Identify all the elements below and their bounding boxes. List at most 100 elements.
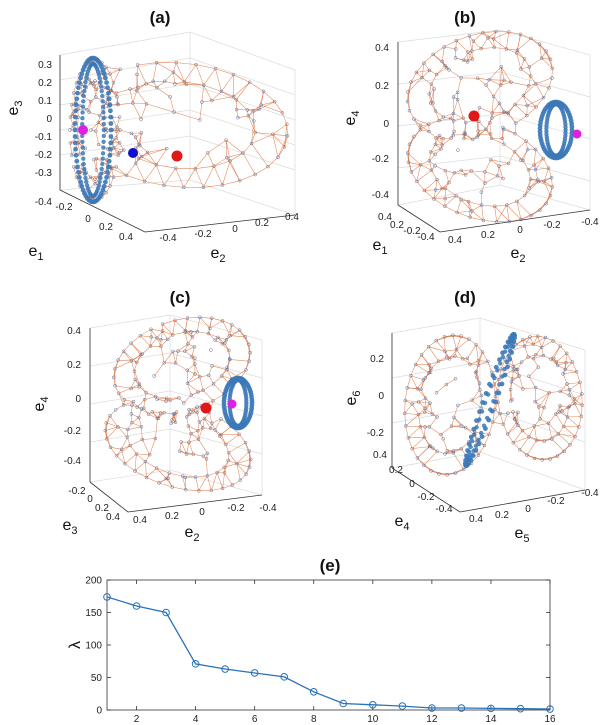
mesh-edge: [433, 54, 446, 66]
mesh-node: [474, 342, 478, 347]
mesh-edge: [429, 446, 434, 449]
mesh-edge: [220, 434, 227, 445]
mesh-edge: [175, 168, 185, 188]
mesh-edge: [157, 412, 161, 419]
mesh-node: [478, 388, 482, 392]
mesh-edge: [549, 391, 561, 393]
mesh-edge: [126, 175, 145, 182]
mesh-edge: [539, 195, 551, 211]
panel-a-ztick-labels: 0.3 0.2 0.1 0 -0.1 -0.2 -0.3 -0.4: [35, 60, 53, 208]
dense-node: [494, 390, 499, 395]
mesh-edge: [114, 360, 132, 370]
mesh-node: [184, 415, 189, 419]
mesh-node: [248, 350, 252, 355]
mesh-edge: [488, 66, 502, 80]
mesh-node: [434, 136, 438, 140]
tick-label: -0.4: [372, 190, 390, 201]
mesh-edge: [255, 166, 269, 175]
x-tick-label: 6: [252, 714, 258, 725]
mesh-edge: [188, 442, 194, 455]
mesh-edge: [507, 425, 519, 435]
panel-c-ztick-labels: 0.4 0.2 0 -0.2 -0.4: [64, 326, 82, 467]
mesh-edge: [491, 138, 505, 145]
mesh-edge: [451, 425, 466, 429]
dense-node: [106, 90, 111, 96]
tick-label: 0: [87, 494, 93, 505]
mesh-node: [272, 99, 277, 104]
dense-node: [77, 80, 82, 85]
mesh-node: [129, 359, 134, 363]
mesh-edge: [412, 401, 419, 405]
mesh-edge: [170, 419, 173, 424]
mesh-node: [452, 171, 457, 175]
mesh-edge: [421, 346, 429, 355]
dense-node: [473, 443, 479, 448]
mesh-edge: [109, 69, 121, 75]
data-point: [398, 702, 407, 710]
mesh-node: [227, 348, 231, 353]
panel-d: (d) 0.2 0 -0.2 0.4 0.2 0 -0.2 -0.4: [343, 288, 599, 545]
mesh-edge: [131, 133, 136, 138]
mesh-edge: [135, 132, 142, 138]
mesh-node: [579, 414, 583, 419]
mesh-edge: [156, 467, 170, 474]
mesh-edge: [558, 433, 576, 437]
mesh-node: [224, 338, 229, 342]
mesh-edge: [137, 64, 147, 84]
mesh-node: [451, 449, 456, 453]
mesh-node: [441, 437, 445, 441]
mesh-edge: [457, 99, 464, 119]
tick-label: 0.2: [389, 465, 403, 476]
mesh-edge: [95, 131, 99, 145]
mesh-node: [149, 327, 153, 332]
mesh-edge: [90, 96, 96, 102]
mesh-node: [555, 363, 560, 368]
mesh-node: [244, 472, 248, 476]
dense-node: [98, 171, 104, 176]
mesh-edge: [503, 143, 515, 152]
mesh-edge: [150, 329, 163, 332]
mesh-node: [451, 95, 456, 99]
mesh-node: [551, 356, 556, 361]
mesh-node: [492, 45, 497, 50]
mesh-edge: [473, 41, 482, 49]
mesh-edge: [199, 376, 204, 391]
mesh-edge: [514, 95, 524, 105]
mesh-node: [490, 420, 495, 424]
mesh-node: [477, 105, 482, 110]
mesh-edge: [555, 413, 564, 427]
mesh-node: [555, 454, 560, 458]
mesh-edge: [542, 158, 549, 169]
mesh-node: [433, 152, 437, 157]
highlight-point: [468, 110, 480, 122]
tick-label: -0.2: [417, 492, 435, 503]
mesh-node: [243, 335, 248, 339]
mesh-edge: [93, 82, 100, 87]
mesh-edge: [175, 362, 188, 371]
mesh-edge: [182, 475, 196, 478]
mesh-node: [433, 164, 437, 168]
mesh-edge: [195, 64, 204, 86]
mesh-node: [68, 128, 72, 132]
mesh-edge: [499, 413, 504, 425]
mesh-edge: [416, 164, 421, 182]
mesh-edge: [119, 129, 132, 134]
mesh-node: [427, 159, 432, 163]
mesh-edge: [134, 470, 147, 478]
mesh-node: [432, 87, 436, 91]
mesh-node: [539, 56, 544, 60]
mesh-edge: [175, 351, 179, 364]
mesh-edge: [543, 392, 550, 408]
mesh-edge: [138, 158, 157, 166]
dense-node: [479, 409, 485, 414]
mesh-node: [479, 203, 484, 207]
mesh-node: [467, 34, 472, 38]
mesh-node: [403, 398, 407, 403]
tick-label: -0.2: [68, 486, 86, 497]
mesh-edge: [233, 74, 250, 83]
mesh-edge: [70, 142, 72, 156]
mesh-edge: [404, 387, 408, 401]
mesh-edge: [440, 145, 443, 149]
mesh-node: [558, 389, 562, 394]
